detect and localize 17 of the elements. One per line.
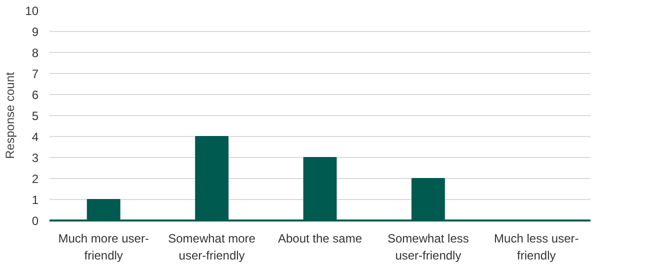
y-tick-label: 8	[32, 46, 39, 60]
x-tick-label: Somewhat less user-friendly	[388, 232, 469, 262]
y-tick-label: 7	[32, 67, 39, 81]
y-tick-label: 6	[32, 88, 39, 102]
y-axis-title: Response count	[3, 71, 18, 159]
y-tick-label: 5	[32, 109, 39, 123]
y-tick-label: 3	[32, 151, 39, 165]
y-tick-label: 9	[32, 25, 39, 39]
x-tick-label: Much less user-friendly	[494, 232, 579, 262]
x-tick-label: Much more user-friendly	[58, 232, 149, 262]
y-tick-label: 4	[32, 130, 39, 144]
y-tick-label: 2	[32, 172, 39, 186]
y-tick-label: 10	[25, 4, 39, 18]
y-tick-label: 1	[32, 193, 39, 207]
y-tick-label: 0	[32, 214, 39, 228]
x-tick-label: Somewhat more user-friendly	[168, 232, 256, 262]
x-tick-label: About the same	[278, 232, 362, 246]
